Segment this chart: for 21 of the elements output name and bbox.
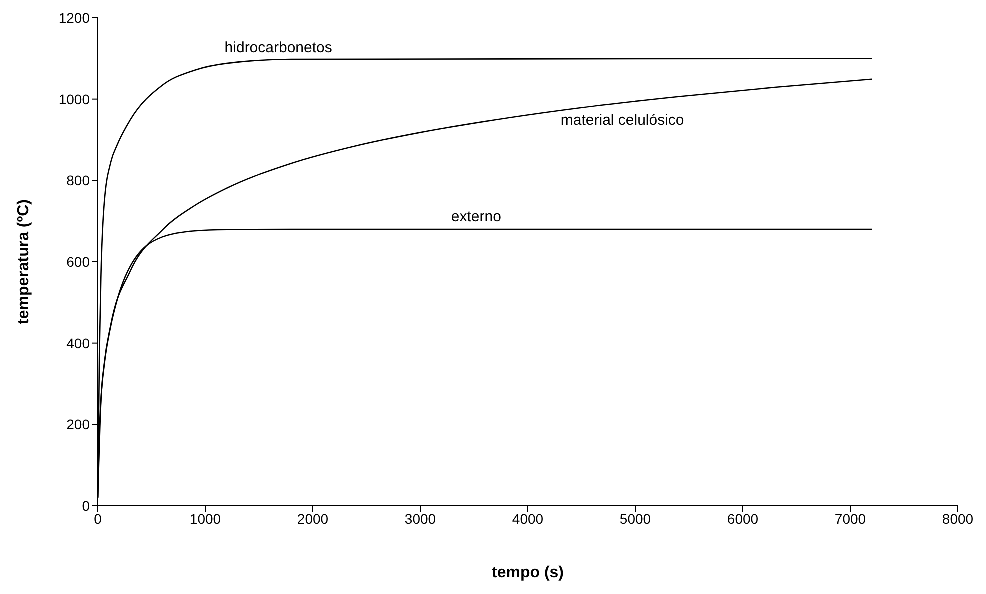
x-tick-label: 8000 bbox=[942, 510, 974, 527]
x-tick-label: 2000 bbox=[297, 510, 329, 527]
y-tick-label: 1000 bbox=[58, 91, 90, 108]
series-label: externo bbox=[451, 208, 502, 226]
x-tick-label: 5000 bbox=[620, 510, 652, 527]
x-tick-label: 6000 bbox=[727, 510, 759, 527]
y-tick-label: 200 bbox=[66, 416, 90, 433]
y-tick-label: 0 bbox=[82, 498, 90, 514]
x-tick-label: 7000 bbox=[834, 510, 866, 527]
y-axis-title: temperatura (ºC) bbox=[16, 200, 33, 324]
x-tick-label: 0 bbox=[94, 510, 102, 527]
x-tick-label: 4000 bbox=[512, 510, 544, 527]
series-label: material celulósico bbox=[560, 112, 684, 130]
x-tick-label: 1000 bbox=[190, 510, 222, 527]
y-tick-label: 600 bbox=[66, 254, 90, 270]
series-label: hidrocarbonetos bbox=[224, 39, 332, 56]
y-tick-label: 400 bbox=[66, 335, 90, 352]
x-tick-label: 3000 bbox=[404, 510, 436, 527]
y-tick-label: 1200 bbox=[58, 10, 90, 26]
x-axis-title: tempo (s) bbox=[492, 564, 564, 582]
y-tick-label: 800 bbox=[66, 172, 90, 189]
